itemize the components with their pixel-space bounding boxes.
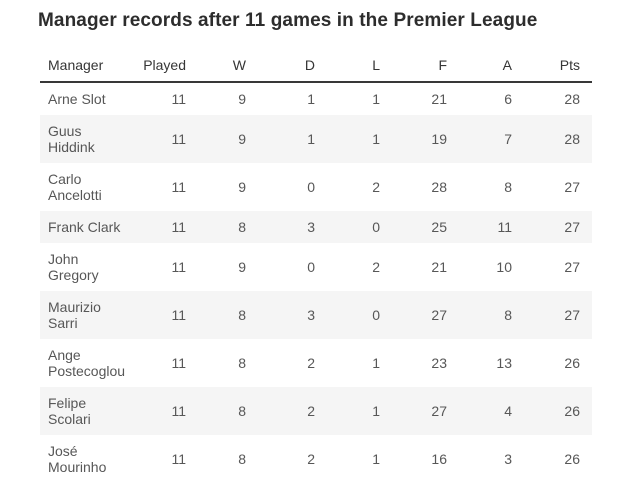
column-header-l: L bbox=[372, 57, 380, 73]
manager-records-table: Manager Played W D L F A Pts Arne Slot 11 9 1 1 21 6 2… bbox=[40, 52, 592, 483]
stat-cell-a: 7 bbox=[504, 131, 512, 147]
stat-cell-a: 6 bbox=[504, 91, 512, 107]
table-row: Carlo Ancelotti 11 9 0 2 28 8 27 bbox=[40, 163, 592, 211]
stat-cell-d: 2 bbox=[307, 451, 315, 467]
stat-cell-played: 11 bbox=[171, 259, 186, 275]
manager-cell: Carlo Ancelotti bbox=[48, 171, 102, 203]
column-header-w: W bbox=[232, 57, 246, 73]
stat-cell-f: 19 bbox=[431, 131, 447, 147]
stat-cell-l: 1 bbox=[372, 403, 380, 419]
stat-cell-a: 8 bbox=[504, 179, 512, 195]
stat-cell-played: 11 bbox=[171, 179, 186, 195]
stat-cell-played: 11 bbox=[171, 451, 186, 467]
stat-cell-played: 11 bbox=[171, 355, 186, 371]
manager-cell: José Mourinho bbox=[48, 443, 107, 475]
stat-cell-w: 9 bbox=[238, 131, 246, 147]
table-body: Arne Slot 11 9 1 1 21 6 28 Guus Hiddink 11 9 1 1 19 7 2… bbox=[40, 82, 592, 483]
stat-cell-d: 0 bbox=[307, 179, 315, 195]
stat-cell-l: 2 bbox=[372, 179, 380, 195]
stat-cell-f: 23 bbox=[431, 355, 447, 371]
stat-cell-d: 1 bbox=[307, 91, 315, 107]
stat-cell-f: 21 bbox=[431, 259, 447, 275]
stat-cell-played: 11 bbox=[171, 219, 186, 235]
stat-cell-played: 11 bbox=[171, 91, 186, 107]
stat-cell-played: 11 bbox=[171, 131, 186, 147]
manager-cell: Maurizio Sarri bbox=[48, 299, 101, 331]
table-row: José Mourinho 11 8 2 1 16 3 26 bbox=[40, 435, 592, 483]
stat-cell-a: 11 bbox=[497, 219, 512, 235]
stat-cell-w: 9 bbox=[238, 179, 246, 195]
stat-cell-w: 8 bbox=[238, 307, 246, 323]
stat-cell-pts: 26 bbox=[564, 451, 580, 467]
stat-cell-f: 27 bbox=[431, 307, 447, 323]
stat-cell-l: 1 bbox=[372, 131, 380, 147]
stat-cell-f: 16 bbox=[431, 451, 447, 467]
stat-cell-w: 8 bbox=[238, 355, 246, 371]
column-header-played: Played bbox=[143, 57, 186, 73]
stat-cell-a: 4 bbox=[504, 403, 512, 419]
stat-cell-f: 21 bbox=[431, 91, 447, 107]
table-row: Arne Slot 11 9 1 1 21 6 28 bbox=[40, 82, 592, 115]
table-row: Ange Postecoglou 11 8 2 1 23 13 26 bbox=[40, 339, 592, 387]
stat-cell-d: 2 bbox=[307, 403, 315, 419]
header-row: Manager Played W D L F A Pts bbox=[40, 52, 592, 82]
stat-cell-pts: 26 bbox=[564, 355, 580, 371]
stat-cell-l: 2 bbox=[372, 259, 380, 275]
column-header-f: F bbox=[438, 57, 447, 73]
stat-cell-played: 11 bbox=[171, 403, 186, 419]
table-row: Felipe Scolari 11 8 2 1 27 4 26 bbox=[40, 387, 592, 435]
stat-cell-pts: 28 bbox=[564, 131, 580, 147]
stat-cell-pts: 27 bbox=[564, 179, 580, 195]
stat-cell-d: 0 bbox=[307, 259, 315, 275]
stat-cell-w: 8 bbox=[238, 219, 246, 235]
stat-cell-w: 9 bbox=[238, 91, 246, 107]
stat-cell-pts: 28 bbox=[564, 91, 580, 107]
stat-cell-f: 25 bbox=[431, 219, 447, 235]
table-header: Manager Played W D L F A Pts bbox=[40, 52, 592, 82]
table-row: Guus Hiddink 11 9 1 1 19 7 28 bbox=[40, 115, 592, 163]
stat-cell-l: 1 bbox=[372, 451, 380, 467]
manager-cell: John Gregory bbox=[48, 251, 99, 283]
manager-cell: Frank Clark bbox=[48, 219, 121, 235]
table-row: John Gregory 11 9 0 2 21 10 27 bbox=[40, 243, 592, 291]
stat-cell-pts: 26 bbox=[564, 403, 580, 419]
manager-cell: Ange Postecoglou bbox=[48, 347, 126, 379]
stat-cell-a: 13 bbox=[496, 355, 512, 371]
stat-cell-l: 0 bbox=[372, 219, 380, 235]
stat-cell-l: 0 bbox=[372, 307, 380, 323]
stat-cell-f: 28 bbox=[431, 179, 447, 195]
column-header-d: D bbox=[304, 57, 315, 73]
column-header-a: A bbox=[502, 57, 512, 73]
page-title: Manager records after 11 games in the Pr… bbox=[38, 10, 538, 31]
stat-cell-pts: 27 bbox=[564, 259, 580, 275]
stat-cell-d: 2 bbox=[307, 355, 315, 371]
stat-cell-a: 8 bbox=[504, 307, 512, 323]
stat-cell-l: 1 bbox=[372, 91, 380, 107]
stat-cell-a: 10 bbox=[496, 259, 512, 275]
stat-cell-w: 8 bbox=[238, 451, 246, 467]
stat-cell-f: 27 bbox=[431, 403, 447, 419]
manager-cell: Guus Hiddink bbox=[48, 123, 95, 155]
manager-cell: Felipe Scolari bbox=[48, 395, 91, 427]
stat-cell-d: 1 bbox=[307, 131, 315, 147]
stat-cell-pts: 27 bbox=[564, 307, 580, 323]
stat-cell-a: 3 bbox=[504, 451, 512, 467]
stat-cell-d: 3 bbox=[307, 307, 315, 323]
stat-cell-w: 8 bbox=[238, 403, 246, 419]
column-header-manager: Manager bbox=[48, 57, 104, 73]
stat-cell-d: 3 bbox=[307, 219, 315, 235]
table-row: Maurizio Sarri 11 8 3 0 27 8 27 bbox=[40, 291, 592, 339]
stat-cell-played: 11 bbox=[171, 307, 186, 323]
stat-cell-pts: 27 bbox=[564, 219, 580, 235]
stat-cell-w: 9 bbox=[238, 259, 246, 275]
manager-cell: Arne Slot bbox=[48, 91, 106, 107]
column-header-pts: Pts bbox=[559, 57, 580, 73]
stat-cell-l: 1 bbox=[372, 355, 380, 371]
table-row: Frank Clark 11 8 3 0 25 11 27 bbox=[40, 211, 592, 243]
